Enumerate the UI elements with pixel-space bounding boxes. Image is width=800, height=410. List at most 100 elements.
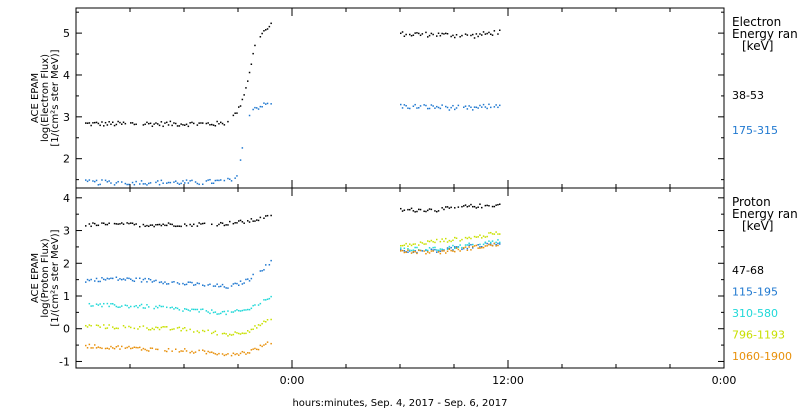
electron-point <box>184 124 186 126</box>
proton-point <box>130 347 132 350</box>
proton-point <box>160 224 163 227</box>
proton-point <box>412 250 415 253</box>
proton-point <box>203 350 206 352</box>
proton-point <box>185 224 188 227</box>
proton-point <box>106 302 109 305</box>
proton-point <box>189 351 191 354</box>
electron-point <box>110 182 112 184</box>
proton-point <box>472 245 474 248</box>
proton-point <box>472 205 474 208</box>
proton-point <box>477 236 479 238</box>
proton-point <box>121 305 123 307</box>
proton-point <box>202 284 204 286</box>
electron-y-tick-label: 5 <box>63 27 70 40</box>
electron-point <box>234 112 236 114</box>
electron-point <box>108 121 110 123</box>
electron-point <box>185 123 188 126</box>
proton-point <box>158 328 161 331</box>
proton-point <box>178 309 181 311</box>
proton-point <box>410 207 413 210</box>
proton-point <box>430 208 433 211</box>
proton-point <box>135 346 137 349</box>
proton-point <box>171 281 173 283</box>
proton-point <box>85 281 87 283</box>
electron-point <box>173 122 175 124</box>
proton-point <box>490 231 492 234</box>
proton-point <box>468 246 470 248</box>
proton-point <box>166 224 168 227</box>
electron-point <box>470 34 472 37</box>
proton-point <box>214 353 217 355</box>
proton-point <box>216 353 218 356</box>
proton-point <box>439 252 442 255</box>
proton-point <box>225 333 227 335</box>
electron-point <box>95 121 98 124</box>
proton-point <box>115 346 118 348</box>
proton-point <box>401 249 404 252</box>
electron-point <box>180 182 182 185</box>
proton-point <box>493 205 496 208</box>
proton-point <box>149 329 152 331</box>
proton-point <box>225 353 227 356</box>
electron-series-38-53 <box>85 22 501 128</box>
electron-point <box>146 121 148 124</box>
proton-point <box>270 318 272 321</box>
electron-point <box>434 107 436 109</box>
electron-point <box>227 177 229 180</box>
proton-point <box>140 281 143 283</box>
electron-point <box>473 37 476 39</box>
proton-point <box>220 312 222 315</box>
proton-point <box>214 330 217 333</box>
electron-point <box>106 181 109 183</box>
electron-point <box>178 183 181 186</box>
proton-point <box>160 281 163 283</box>
proton-point <box>400 247 402 249</box>
electron-point <box>259 36 262 38</box>
proton-point <box>212 352 215 354</box>
electron-point <box>200 122 202 124</box>
proton-point <box>466 237 469 240</box>
proton-point <box>178 225 181 227</box>
electron-point <box>427 36 429 38</box>
electron-point <box>473 106 476 108</box>
proton-point <box>248 280 251 282</box>
electron-point <box>479 104 481 107</box>
proton-point <box>443 208 445 211</box>
proton-legend-item: 1060-1900 <box>732 350 792 363</box>
proton-point <box>265 215 267 217</box>
proton-point <box>479 243 481 246</box>
electron-panel: 2 3 4 5 ACE EPAM log(Electron Flux) [1/(cm²s s… <box>30 7 725 189</box>
proton-point <box>97 324 100 327</box>
proton-point <box>477 244 479 246</box>
electron-y-axis-label: ACE EPAM <box>30 73 41 123</box>
proton-point <box>247 278 249 280</box>
proton-point <box>452 244 454 247</box>
proton-point <box>488 240 490 242</box>
proton-point <box>243 282 245 284</box>
proton-point <box>193 284 195 286</box>
electron-point <box>479 33 481 35</box>
proton-point <box>457 248 460 251</box>
proton-point <box>243 351 245 354</box>
proton-point <box>162 282 164 285</box>
proton-point <box>182 350 184 352</box>
proton-point <box>92 305 94 307</box>
proton-point <box>153 328 155 331</box>
proton-point <box>220 285 222 288</box>
proton-point <box>401 210 404 212</box>
proton-point <box>85 324 87 327</box>
proton-point <box>454 236 456 239</box>
proton-point <box>243 332 245 335</box>
proton-point <box>497 203 499 206</box>
proton-point <box>157 326 159 329</box>
electron-point <box>131 181 134 184</box>
proton-point <box>234 222 236 224</box>
proton-point <box>247 308 249 311</box>
proton-point <box>448 239 451 242</box>
proton-point <box>95 347 98 349</box>
proton-point <box>162 326 164 328</box>
proton-point <box>203 222 206 225</box>
proton-point <box>198 222 200 224</box>
proton-point <box>160 305 163 308</box>
proton-point <box>466 244 469 246</box>
